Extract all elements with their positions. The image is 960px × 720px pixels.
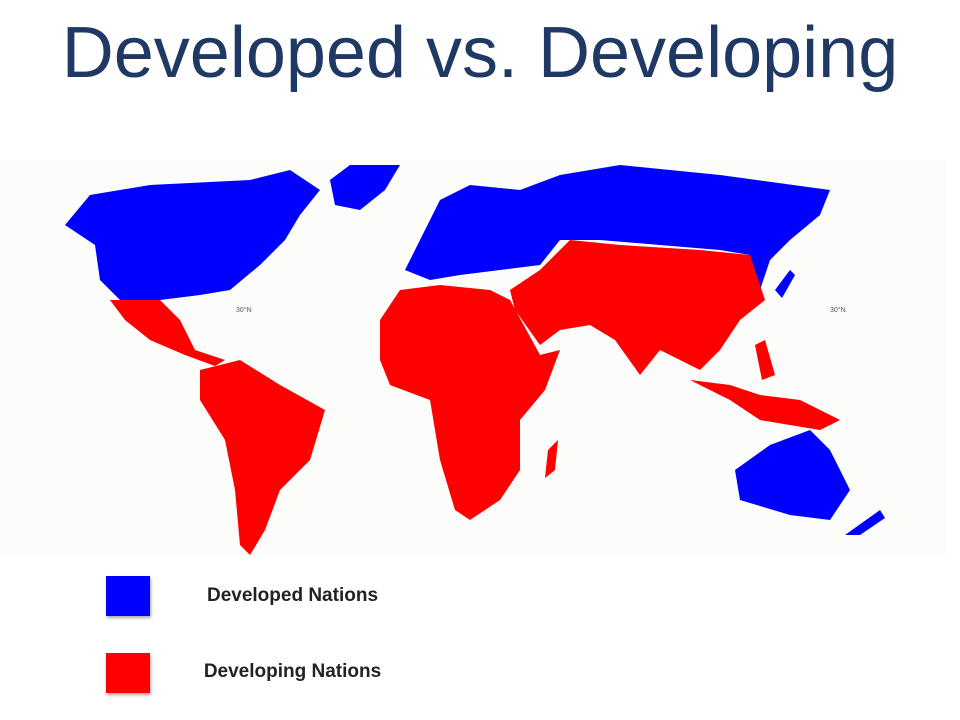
world-map: 30°N 30°N bbox=[0, 160, 946, 556]
greenland bbox=[330, 165, 400, 210]
philippines bbox=[755, 340, 775, 380]
south-america bbox=[200, 360, 325, 555]
north-america bbox=[65, 170, 320, 300]
title: Developed vs. Developing bbox=[61, 13, 899, 93]
legend-label: Developed Nations bbox=[206, 585, 379, 606]
japan bbox=[775, 270, 795, 298]
australia bbox=[735, 430, 850, 520]
madagascar bbox=[545, 440, 558, 478]
southeast-asia-islands bbox=[690, 380, 840, 430]
legend-swatch bbox=[106, 653, 150, 693]
africa bbox=[380, 285, 560, 520]
latitude-label: 30°N bbox=[236, 306, 252, 314]
developing-regions bbox=[110, 240, 840, 555]
asia bbox=[510, 240, 765, 375]
developed-regions bbox=[65, 165, 885, 535]
legend-swatch bbox=[106, 576, 150, 616]
legend-label: Developing Nations bbox=[203, 661, 382, 682]
new-zealand bbox=[845, 510, 885, 535]
europe-russia bbox=[405, 165, 830, 290]
latitude-label: 30°N bbox=[830, 306, 846, 314]
central-america bbox=[110, 300, 225, 366]
